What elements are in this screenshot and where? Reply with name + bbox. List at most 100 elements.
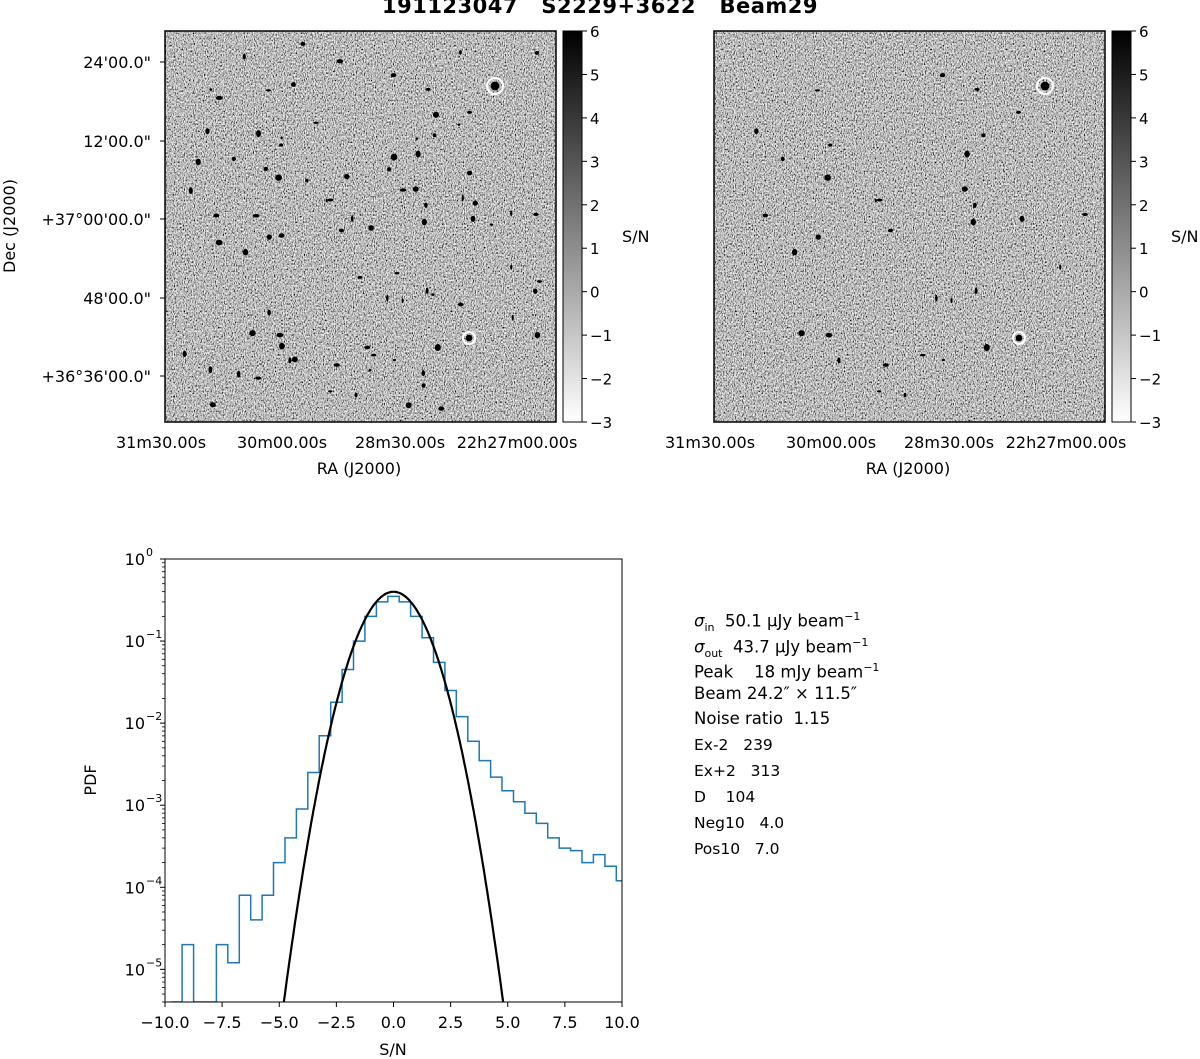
- source-blob: [392, 358, 397, 362]
- bright-source-ring: [1012, 331, 1026, 345]
- dec-tick-label: 48'00.0": [83, 289, 151, 308]
- observed-pdf-series: [170, 595, 622, 1002]
- source-blob: [390, 73, 397, 78]
- source-blob: [279, 143, 284, 147]
- source-blob: [195, 158, 201, 166]
- colorbar-tick-label: −3: [590, 414, 612, 432]
- ra-tick-label: 31m30.00s: [665, 433, 755, 452]
- source-blob: [279, 342, 285, 350]
- source-blob: [242, 248, 249, 256]
- source-blob: [350, 215, 354, 222]
- noise-ratio-stat: Noise ratio 1.15: [694, 709, 831, 728]
- ra-tick-label: 30m00.00s: [237, 433, 327, 452]
- source-blob: [466, 170, 473, 176]
- source-blob: [981, 133, 986, 138]
- y-tick-exponent: −1: [146, 628, 162, 641]
- x-tick-label: 5.0: [495, 1013, 520, 1032]
- histogram-xlabel: S/N: [379, 1040, 407, 1059]
- source-blob: [325, 198, 328, 203]
- source-blob: [336, 59, 344, 64]
- left-ra-axis-label: RA (J2000): [317, 459, 401, 478]
- source-blob: [903, 392, 907, 398]
- bright-source-ring: [486, 77, 504, 95]
- y-tick-exponent: −2: [146, 710, 162, 723]
- source-blob: [425, 87, 431, 91]
- left-image-panel: 6 5 4 3 2 1 0 −1 −2 −3 S/N 24'00.0" 12'00.0" +37°00…: [0, 23, 650, 478]
- source-blob: [874, 198, 877, 203]
- source-blob: [213, 213, 220, 218]
- sigma-out-stat: σout 43.7 μJy beam−1: [694, 635, 869, 660]
- source-blob: [511, 314, 514, 321]
- source-blob: [415, 137, 419, 140]
- image-panels: 6 5 4 3 2 1 0 −1 −2 −3 S/N 24'00.0" 12'00.0" +37°00…: [0, 23, 1199, 478]
- source-blob: [882, 363, 889, 367]
- source-blob: [188, 187, 193, 195]
- source-blob: [935, 294, 938, 302]
- ra-tick-label: 30m00.00s: [786, 433, 876, 452]
- source-blob: [470, 215, 476, 222]
- source-blob: [791, 248, 798, 256]
- sigma-in-stat: σin 50.1 μJy beam−1: [694, 610, 861, 634]
- source-blob: [412, 186, 419, 192]
- pos10-stat: Pos10 7.0: [694, 839, 780, 858]
- source-blob: [288, 357, 292, 364]
- right-colorbar-label: S/N: [1171, 227, 1199, 246]
- source-blob: [534, 332, 541, 339]
- source-blob: [205, 128, 210, 135]
- bright-source-core: [1040, 81, 1050, 91]
- source-blob: [457, 302, 464, 307]
- y-tick-label: 10: [125, 960, 145, 979]
- source-blob: [1082, 212, 1088, 217]
- source-blob: [300, 41, 306, 46]
- colorbar-tick-label: −1: [590, 327, 612, 345]
- left-noise-image: [165, 31, 556, 422]
- source-blob: [983, 344, 990, 352]
- x-tick-label: 7.5: [552, 1013, 577, 1032]
- source-blob: [459, 50, 462, 55]
- source-blob: [313, 121, 319, 124]
- colorbar-tick-label: 3: [1139, 153, 1149, 171]
- dec-tick-label: 24'00.0": [83, 53, 151, 72]
- source-blob: [209, 88, 213, 91]
- source-blob: [798, 330, 805, 337]
- ra-tick-label: 28m30.00s: [355, 433, 445, 452]
- y-tick-exponent: −5: [146, 956, 162, 969]
- source-blob: [421, 370, 426, 377]
- source-blob: [432, 111, 440, 118]
- y-tick-exponent: 0: [146, 546, 153, 559]
- x-tick-label: −5.0: [260, 1013, 299, 1032]
- source-blob: [265, 89, 272, 92]
- source-blob: [837, 357, 841, 364]
- source-blob: [338, 228, 345, 233]
- colorbar-tick-label: 1: [590, 240, 600, 258]
- y-tick-exponent: −3: [146, 792, 162, 805]
- source-blob: [510, 210, 513, 216]
- source-blob: [762, 213, 769, 218]
- d-stat: D 104: [694, 787, 756, 806]
- source-blob: [425, 287, 429, 294]
- colorbar-tick-label: 1: [1139, 240, 1149, 258]
- source-blob: [344, 174, 350, 180]
- x-tick-label: −2.5: [317, 1013, 356, 1032]
- ra-tick-label: 28m30.00s: [904, 433, 994, 452]
- histogram-frame: [164, 558, 623, 1003]
- left-colorbar-label: S/N: [622, 227, 650, 246]
- source-blob: [887, 228, 894, 233]
- colorbar-tick-label: 6: [1139, 23, 1149, 41]
- ex-minus-stat: Ex-2 239: [694, 735, 773, 754]
- source-blob: [275, 174, 282, 181]
- source-blob: [249, 330, 256, 337]
- source-blob: [371, 353, 377, 357]
- ex-plus-stat: Ex+2 313: [694, 761, 781, 780]
- x-tick-label: 10.0: [604, 1013, 640, 1032]
- source-blob: [510, 264, 513, 270]
- colorbar-tick-label: −2: [590, 371, 612, 389]
- colorbar-tick-label: 5: [1139, 66, 1149, 84]
- dec-tick-labels: 24'00.0" 12'00.0" +37°00'00.0" 48'00.0" +36°…: [41, 53, 165, 386]
- source-blob: [961, 186, 968, 192]
- source-blob: [256, 130, 261, 138]
- statistics-panel: σin 50.1 μJy beam−1 σout 43.7 μJy beam−1…: [694, 604, 879, 862]
- source-blob: [215, 239, 223, 246]
- y-tick-label: 10: [125, 878, 145, 897]
